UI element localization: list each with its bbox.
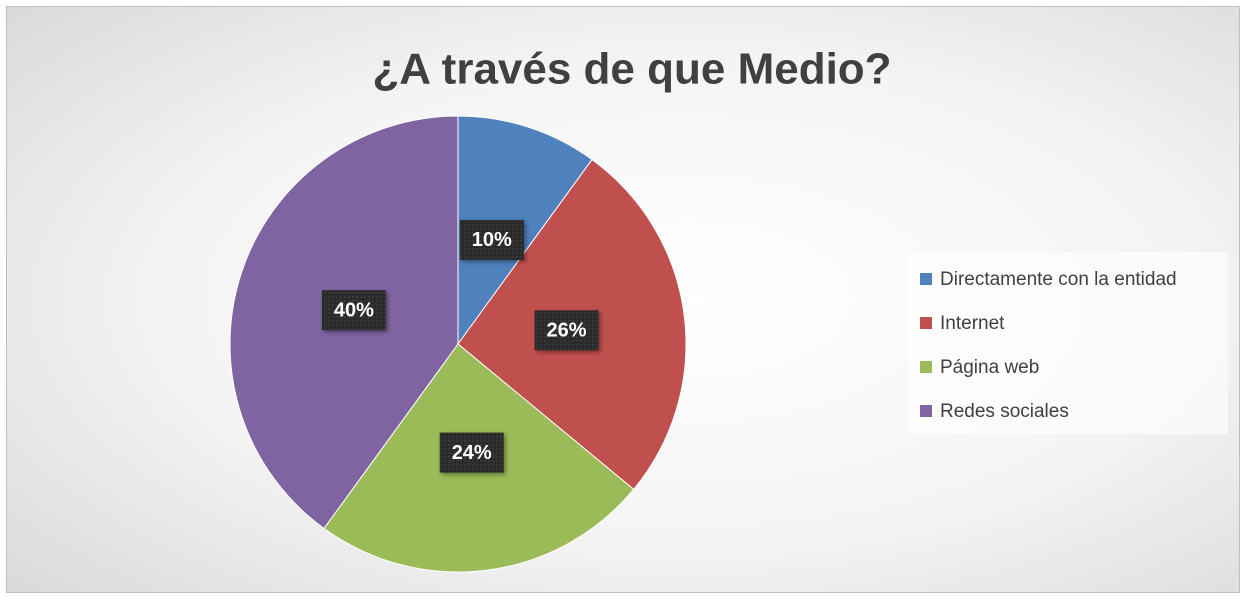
legend-swatch xyxy=(920,317,932,329)
data-label: 24% xyxy=(452,442,492,464)
data-label-box xyxy=(321,290,386,331)
legend-label: Internet xyxy=(940,313,1005,334)
legend-swatch xyxy=(920,405,932,417)
legend-label: Directamente con la entidad xyxy=(940,269,1177,290)
data-label: 40% xyxy=(334,299,374,321)
data-label: 10% xyxy=(472,229,512,251)
legend xyxy=(908,252,1228,434)
legend-label: Página web xyxy=(940,357,1039,378)
legend-label: Redes sociales xyxy=(940,401,1069,422)
chart-title: ¿A través de que Medio? xyxy=(372,45,891,94)
data-label: 26% xyxy=(547,320,587,342)
legend-swatch xyxy=(920,361,932,373)
legend-swatch xyxy=(920,273,932,285)
data-label-box xyxy=(459,219,524,260)
data-label-box xyxy=(534,310,599,351)
pie-slice xyxy=(457,115,593,346)
data-label-box xyxy=(439,432,504,473)
